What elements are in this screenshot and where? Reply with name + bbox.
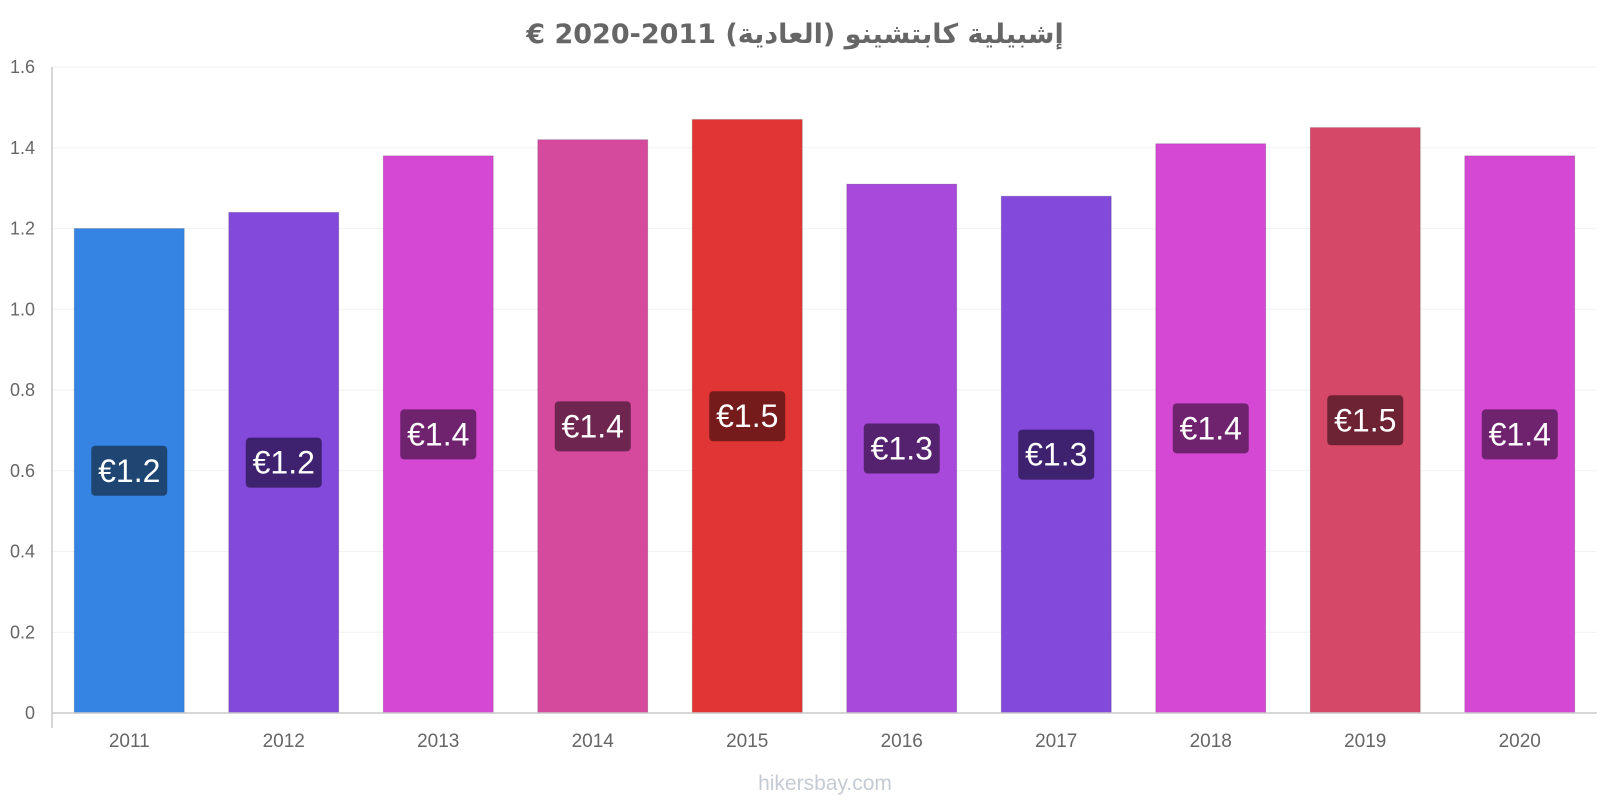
data-label-box xyxy=(1327,395,1404,446)
data-labels: €1.2 €1.2 €1.4 €1.4 €1.5 €1.3 €1.3 €1.4 €1.5 €1.4 xyxy=(91,391,1558,496)
data-label: €1.5 xyxy=(1334,402,1396,438)
data-label: €1.5 xyxy=(716,398,778,434)
data-label: €1.3 xyxy=(871,431,933,467)
data-label-box xyxy=(1481,409,1558,460)
x-tick-label: 2017 xyxy=(1035,731,1077,752)
chart-title: إشبيلية كابتشينو (العادية) 2011-2020 € xyxy=(525,19,1063,50)
x-tick-label: 2011 xyxy=(109,731,150,752)
y-tick-label: 1.6 xyxy=(10,57,35,77)
x-tick-label: 2015 xyxy=(726,731,768,752)
x-tick-label: 2013 xyxy=(417,731,459,752)
data-label-box xyxy=(400,409,477,460)
data-label-box xyxy=(245,437,322,488)
x-tick-label: 2019 xyxy=(1344,731,1386,752)
x-tick-label: 2014 xyxy=(572,731,615,752)
data-label: €1.4 xyxy=(407,416,469,452)
data-label: €1.2 xyxy=(98,453,160,489)
y-tick-label: 0.8 xyxy=(10,380,35,400)
y-tick-label: 1.0 xyxy=(10,299,35,319)
x-tick-label: 2018 xyxy=(1190,731,1232,752)
data-label-box xyxy=(1172,403,1249,454)
data-label-box xyxy=(1018,429,1095,480)
data-label-box xyxy=(554,401,631,452)
data-label: €1.4 xyxy=(562,408,624,444)
y-tick-label: 1.2 xyxy=(10,219,35,239)
x-tick-label: 2012 xyxy=(263,731,305,752)
data-label: €1.3 xyxy=(1025,437,1087,473)
data-label-box xyxy=(91,445,168,496)
data-label: €1.4 xyxy=(1489,416,1551,452)
y-tick-label: 1.4 xyxy=(10,138,35,158)
data-label-box xyxy=(709,391,786,442)
data-label: €1.2 xyxy=(253,445,315,481)
data-label-box xyxy=(863,423,940,474)
data-label: €1.4 xyxy=(1180,410,1242,446)
watermark: hikersbay.com xyxy=(758,772,892,795)
axes: 0 0.2 0.4 0.6 0.8 1.0 1.2 1.4 1.6 2011 2012 2013 201… xyxy=(10,57,1597,752)
y-tick-label: 0.2 xyxy=(10,622,35,642)
y-tick-label: 0.6 xyxy=(10,461,35,481)
y-tick-label: 0.4 xyxy=(10,542,35,562)
x-tick-label: 2016 xyxy=(881,731,923,752)
y-tick-label: 0 xyxy=(25,703,35,723)
x-tick-label: 2020 xyxy=(1499,731,1541,752)
